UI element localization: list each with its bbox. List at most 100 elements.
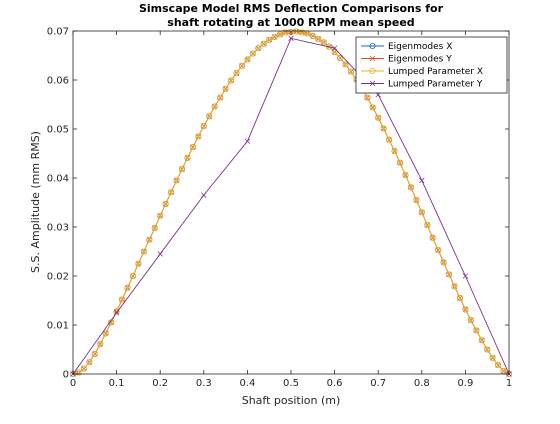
data-point [467, 317, 474, 324]
data-point [456, 295, 463, 302]
legend: Eigenmodes X Eigenmodes Y Lumped Parameter… [355, 36, 508, 94]
x-tick-label: 0 [70, 378, 76, 389]
legend-item: Lumped Parameter X [361, 67, 483, 77]
data-point [337, 54, 344, 61]
legend-swatch-marker [369, 68, 376, 75]
data-point [391, 148, 398, 155]
x-tick-label: 0.3 [196, 378, 212, 389]
data-point [429, 234, 436, 241]
data-point [201, 192, 207, 198]
data-point [293, 28, 300, 35]
data-point [129, 272, 136, 279]
y-tick-label: 0.07 [47, 27, 69, 38]
legend-item: Eigenmodes X [361, 42, 452, 52]
data-point [146, 236, 153, 243]
data-point [168, 189, 175, 196]
data-point [244, 56, 251, 63]
x-tick-label: 0.5 [283, 378, 299, 389]
data-point [157, 212, 164, 219]
data-point [178, 166, 185, 173]
legend-swatch-marker [369, 43, 376, 50]
y-tick-label: 0.04 [47, 174, 69, 185]
data-point [298, 29, 305, 36]
chart-subtitle: shaft rotating at 1000 RPM mean speed [167, 16, 414, 29]
data-point [184, 154, 191, 161]
series-3 [70, 35, 512, 377]
legend-label: Lumped Parameter Y [388, 80, 483, 90]
data-point [478, 337, 485, 344]
data-point [386, 136, 393, 143]
data-point [473, 327, 480, 334]
y-tick-label: 0.05 [47, 125, 69, 136]
legend-item: Eigenmodes Y [361, 55, 452, 65]
data-point [195, 133, 202, 140]
x-tick-label: 0.2 [152, 378, 168, 389]
legend-item: Lumped Parameter Y [361, 80, 483, 90]
data-point [97, 341, 104, 348]
data-point [451, 283, 458, 290]
data-point [217, 94, 224, 101]
data-point [140, 248, 147, 255]
y-axis-label: S.S. Amplitude (mm RMS) [29, 131, 42, 273]
data-point [277, 31, 284, 38]
legend-swatch-marker [369, 80, 376, 87]
data-point [135, 260, 142, 267]
legend-label: Eigenmodes X [388, 42, 452, 52]
data-point [151, 224, 158, 231]
data-point [375, 114, 382, 121]
data-point [495, 362, 502, 369]
data-point [206, 113, 213, 120]
data-point [86, 359, 93, 366]
x-tick-label: 0.6 [327, 378, 343, 389]
data-point [113, 308, 120, 315]
data-point [446, 271, 453, 278]
data-point [238, 62, 245, 69]
data-point [320, 39, 327, 46]
data-point [233, 70, 240, 77]
data-point [419, 177, 425, 184]
y-tick-label: 0.03 [47, 223, 69, 234]
data-point [440, 259, 447, 266]
legend-swatch-marker [369, 55, 376, 62]
data-point [91, 350, 98, 357]
data-point [380, 125, 387, 132]
data-point [484, 346, 491, 353]
data-point [369, 104, 376, 111]
x-tick-label: 0.7 [370, 378, 386, 389]
data-point [288, 35, 294, 42]
x-tick-label: 0.8 [414, 378, 430, 389]
data-point [157, 251, 163, 257]
data-point [119, 296, 126, 303]
data-point [271, 33, 278, 40]
data-point [173, 177, 180, 184]
data-point [342, 61, 349, 68]
data-point [249, 50, 256, 57]
data-point [189, 144, 196, 151]
data-point [331, 49, 338, 56]
data-point [211, 103, 218, 110]
x-axis-label: Shaft position (m) [242, 394, 341, 407]
legend-label: Eigenmodes Y [388, 55, 452, 65]
x-tick-label: 0.4 [239, 378, 255, 389]
data-point [124, 284, 131, 291]
x-tick-label: 0.1 [109, 378, 125, 389]
data-point [315, 35, 322, 42]
labels-layer: Simscape Model RMS Deflection Comparison… [29, 2, 444, 407]
data-point [266, 36, 273, 43]
data-point [200, 123, 207, 130]
x-tick-label: 0.9 [457, 378, 473, 389]
data-point [489, 354, 496, 361]
data-point [364, 94, 371, 101]
data-point [418, 209, 425, 216]
data-point [75, 369, 82, 376]
y-tick-label: 0.02 [47, 272, 69, 283]
data-point [396, 159, 403, 166]
data-point [347, 68, 354, 75]
data-point [462, 306, 469, 313]
data-point [309, 32, 316, 39]
data-point [402, 172, 409, 179]
data-point [255, 45, 262, 52]
data-point [331, 45, 338, 51]
